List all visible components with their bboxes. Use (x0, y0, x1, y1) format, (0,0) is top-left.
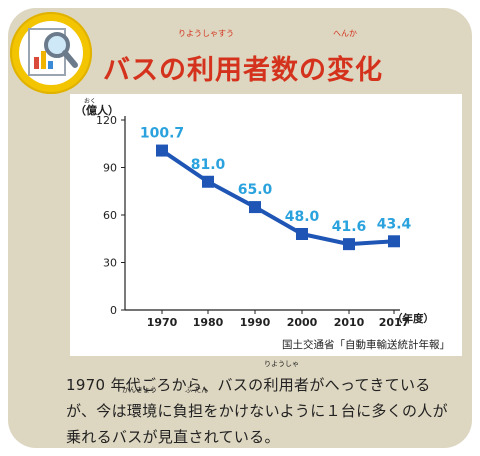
data-label: 43.4 (377, 216, 412, 232)
y-axis-label: （億人） (75, 103, 119, 117)
title-ruby-riyoushasuu: りようしゃすう (178, 29, 234, 38)
data-point (202, 175, 214, 188)
y-tick-label: 60 (103, 209, 117, 222)
x-tick-label: 1970 (147, 316, 178, 329)
line-chart: おく （億人） （年度） 120 90 60 30 0 1970 1980 1990 2000 2… (75, 98, 434, 329)
data-point (388, 235, 400, 248)
badge-inner (19, 21, 83, 85)
data-label: 65.0 (238, 182, 273, 198)
x-tick-label: 2010 (334, 316, 365, 329)
page-title: バスの利用者数の変化 (103, 55, 383, 86)
y-axis-ruby: おく (84, 98, 96, 105)
data-label: 48.0 (285, 209, 320, 225)
y-tick-label: 30 (103, 257, 117, 270)
card-panel: りようしゃすう へんか バスの利用者数の変化 おく （億人） （年度） 120 9… (8, 8, 472, 448)
data-point (249, 201, 261, 214)
data-label: 41.6 (332, 219, 367, 235)
data-point (156, 144, 168, 157)
caption-text: 1970 年代ごろから、バスの利用者がへってきているが、今は環境に負担をかけない… (66, 376, 448, 446)
data-label: 81.0 (191, 157, 226, 173)
series-line (160, 148, 395, 247)
x-tick-label: 1980 (193, 316, 224, 329)
y-tick-label: 90 (103, 162, 117, 175)
x-tick-label: 2000 (287, 316, 318, 329)
y-tick-label: 0 (110, 304, 117, 317)
magnifier-document-icon (28, 28, 78, 76)
x-tick-label: 2017 (379, 316, 410, 329)
caption-ruby-riyousha: りようしゃ (264, 360, 299, 368)
caption-ruby-futan: ふ たん (185, 386, 209, 394)
data-label: 100.7 (140, 126, 184, 142)
badge (10, 12, 92, 94)
y-tick-label: 120 (96, 114, 117, 127)
x-axis-unit: （年度） (392, 312, 434, 325)
data-point (296, 228, 308, 240)
caption-ruby-kankyou: かんきょう (122, 386, 157, 394)
chart-panel: おく （億人） （年度） 120 90 60 30 0 1970 1980 1990 2000 2… (70, 94, 462, 356)
source-note: 国土交通省「自動車輸送統計年報」 (282, 339, 450, 351)
x-tick-label: 1990 (240, 316, 271, 329)
data-point (343, 238, 355, 251)
title-ruby-henka: へんか (333, 29, 357, 38)
